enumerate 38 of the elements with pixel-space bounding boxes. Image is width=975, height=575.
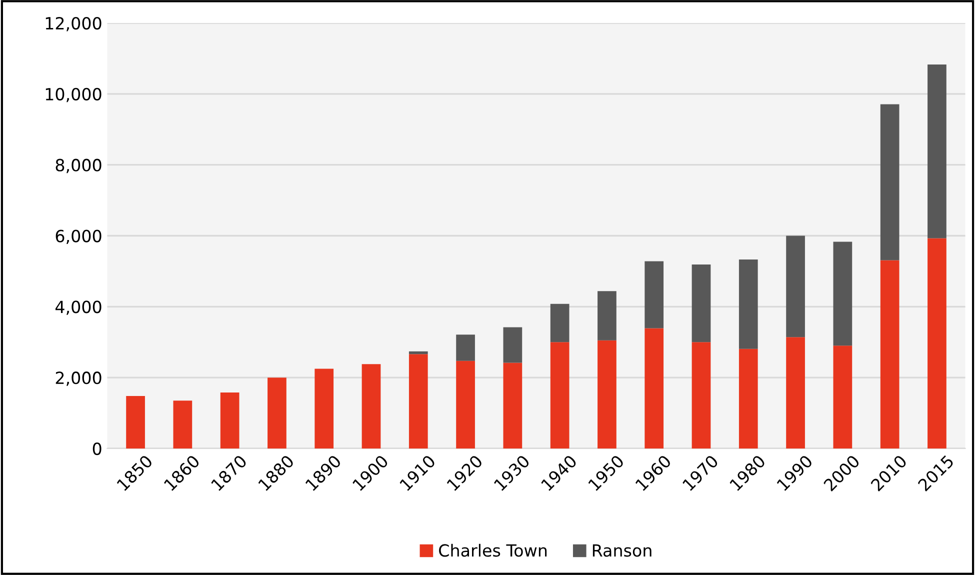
y-tick-label: 6,000 — [56, 230, 102, 244]
bar — [833, 346, 852, 448]
bar — [268, 378, 286, 448]
bar — [786, 337, 805, 448]
legend-label: Charles Town — [439, 544, 547, 557]
bar — [692, 264, 711, 342]
bar — [550, 304, 570, 342]
bar — [598, 340, 616, 448]
bar — [644, 261, 664, 328]
y-tick-label: 8,000 — [56, 158, 102, 174]
y-tick-label: 4,000 — [55, 300, 102, 315]
bar — [362, 364, 381, 448]
bar — [928, 238, 946, 448]
bar — [503, 327, 522, 363]
bar — [314, 368, 334, 448]
bar — [880, 104, 900, 260]
y-tick-label: 2,000 — [56, 372, 102, 386]
bar — [456, 360, 475, 448]
bar — [598, 291, 616, 340]
bar — [456, 334, 475, 361]
bar — [220, 392, 240, 448]
bar — [173, 400, 192, 448]
bar — [738, 348, 758, 448]
y-tick-label: 10,000 — [46, 88, 102, 102]
bar — [928, 64, 946, 238]
bar — [126, 396, 145, 448]
bar — [880, 260, 900, 448]
bar — [503, 362, 522, 448]
y-tick-label: 12,000 — [46, 16, 102, 32]
bar — [786, 236, 805, 338]
bar — [550, 342, 570, 448]
bar — [833, 242, 852, 346]
bar — [408, 354, 428, 448]
y-tick-label: 0 — [92, 442, 102, 456]
bar — [738, 260, 758, 349]
legend-label: Ranson — [592, 544, 652, 557]
bar — [644, 328, 664, 448]
bar — [692, 342, 711, 448]
